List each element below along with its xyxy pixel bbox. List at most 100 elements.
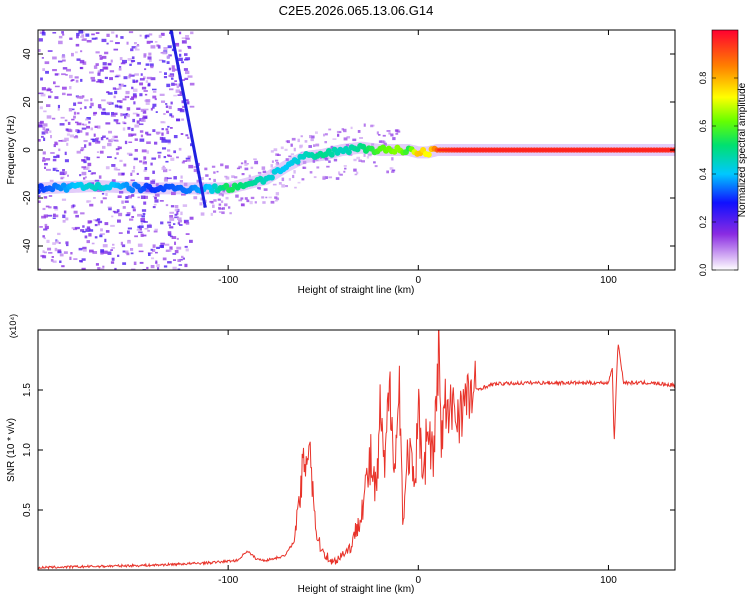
noise-cell xyxy=(262,170,267,173)
noise-cell xyxy=(199,202,203,206)
noise-cell xyxy=(87,162,92,167)
ridge-cell xyxy=(223,182,230,189)
noise-cell xyxy=(146,224,152,228)
noise-cell xyxy=(112,135,115,138)
noise-cell xyxy=(224,203,228,207)
noise-cell xyxy=(101,55,107,59)
noise-cell xyxy=(105,166,110,170)
noise-cell xyxy=(62,219,66,223)
noise-cell xyxy=(178,49,182,52)
noise-cell xyxy=(126,107,131,111)
noise-cell xyxy=(109,77,113,81)
noise-cell xyxy=(63,210,67,214)
noise-cell xyxy=(49,179,54,182)
noise-cell xyxy=(341,128,344,131)
noise-cell xyxy=(168,224,171,227)
noise-cell xyxy=(170,127,173,129)
noise-cell xyxy=(184,58,189,61)
noise-cell xyxy=(89,249,94,253)
noise-cell xyxy=(100,200,103,204)
noise-cell xyxy=(130,252,134,255)
noise-cell xyxy=(374,165,378,168)
noise-cell xyxy=(121,172,125,175)
noise-cell xyxy=(162,51,167,55)
noise-cell xyxy=(139,82,144,85)
noise-cell xyxy=(49,130,52,133)
noise-cell xyxy=(171,191,176,196)
noise-cell xyxy=(184,99,189,102)
noise-cell xyxy=(60,176,65,179)
noise-cell xyxy=(353,158,357,162)
noise-cell xyxy=(54,207,59,211)
noise-cell xyxy=(68,108,73,112)
noise-cell xyxy=(328,160,331,163)
noise-cell xyxy=(147,56,152,60)
noise-cell xyxy=(139,227,142,231)
noise-cell xyxy=(391,157,394,161)
noise-cell xyxy=(163,47,168,51)
noise-cell xyxy=(71,52,74,57)
noise-cell xyxy=(300,135,303,138)
noise-cell xyxy=(93,111,98,115)
snr-x-ticks: -100 0 100 xyxy=(218,330,617,586)
noise-cell xyxy=(185,134,189,137)
noise-cell xyxy=(300,151,303,154)
noise-cell xyxy=(125,96,129,98)
noise-cell xyxy=(130,48,134,52)
noise-cell xyxy=(167,149,171,152)
noise-cell xyxy=(59,123,65,126)
noise-cell xyxy=(143,53,147,57)
noise-cell xyxy=(131,194,135,197)
noise-cell xyxy=(111,164,116,167)
noise-cell xyxy=(106,42,109,45)
noise-cell xyxy=(91,172,96,175)
noise-cell xyxy=(97,220,103,224)
noise-cell xyxy=(56,170,60,172)
noise-cell xyxy=(206,192,210,195)
noise-cell xyxy=(167,154,171,157)
noise-cell xyxy=(119,66,122,68)
noise-cell xyxy=(152,244,156,248)
noise-cell xyxy=(66,244,69,247)
snr-panel: -100 0 100 0.5 1.0 1.5 (x10⁴) Height of stra… xyxy=(6,314,676,595)
noise-cell xyxy=(117,105,122,108)
noise-cell xyxy=(394,129,399,132)
noise-cell xyxy=(370,124,374,128)
noise-cell xyxy=(185,70,190,75)
noise-cell xyxy=(182,257,185,260)
noise-cell xyxy=(105,122,111,125)
noise-cell xyxy=(43,123,48,127)
noise-cell xyxy=(106,33,110,37)
noise-cell xyxy=(328,176,333,179)
noise-cell xyxy=(183,68,188,71)
noise-cell xyxy=(128,153,133,156)
noise-cell xyxy=(288,178,291,181)
noise-cell xyxy=(150,107,153,111)
noise-cell xyxy=(44,166,47,169)
noise-cell xyxy=(90,102,94,107)
noise-cell xyxy=(238,165,242,169)
noise-cell xyxy=(145,80,149,83)
noise-cell xyxy=(124,200,129,203)
noise-cell xyxy=(84,144,87,148)
x-tick-label: 100 xyxy=(600,575,617,586)
noise-cell xyxy=(181,79,186,81)
noise-cell xyxy=(81,38,87,41)
spectrogram-speckle xyxy=(38,30,401,270)
noise-cell xyxy=(141,86,147,90)
noise-cell xyxy=(152,95,157,99)
noise-cell xyxy=(179,224,183,226)
noise-cell xyxy=(169,211,174,214)
noise-cell xyxy=(179,91,183,95)
noise-cell xyxy=(297,163,301,166)
noise-cell xyxy=(136,229,141,231)
noise-cell xyxy=(137,62,141,65)
noise-cell xyxy=(310,135,315,139)
noise-cell xyxy=(174,83,178,86)
noise-cell xyxy=(114,104,118,108)
noise-cell xyxy=(224,165,229,169)
noise-cell xyxy=(246,163,249,165)
noise-cell xyxy=(337,134,340,137)
noise-cell xyxy=(58,40,63,45)
